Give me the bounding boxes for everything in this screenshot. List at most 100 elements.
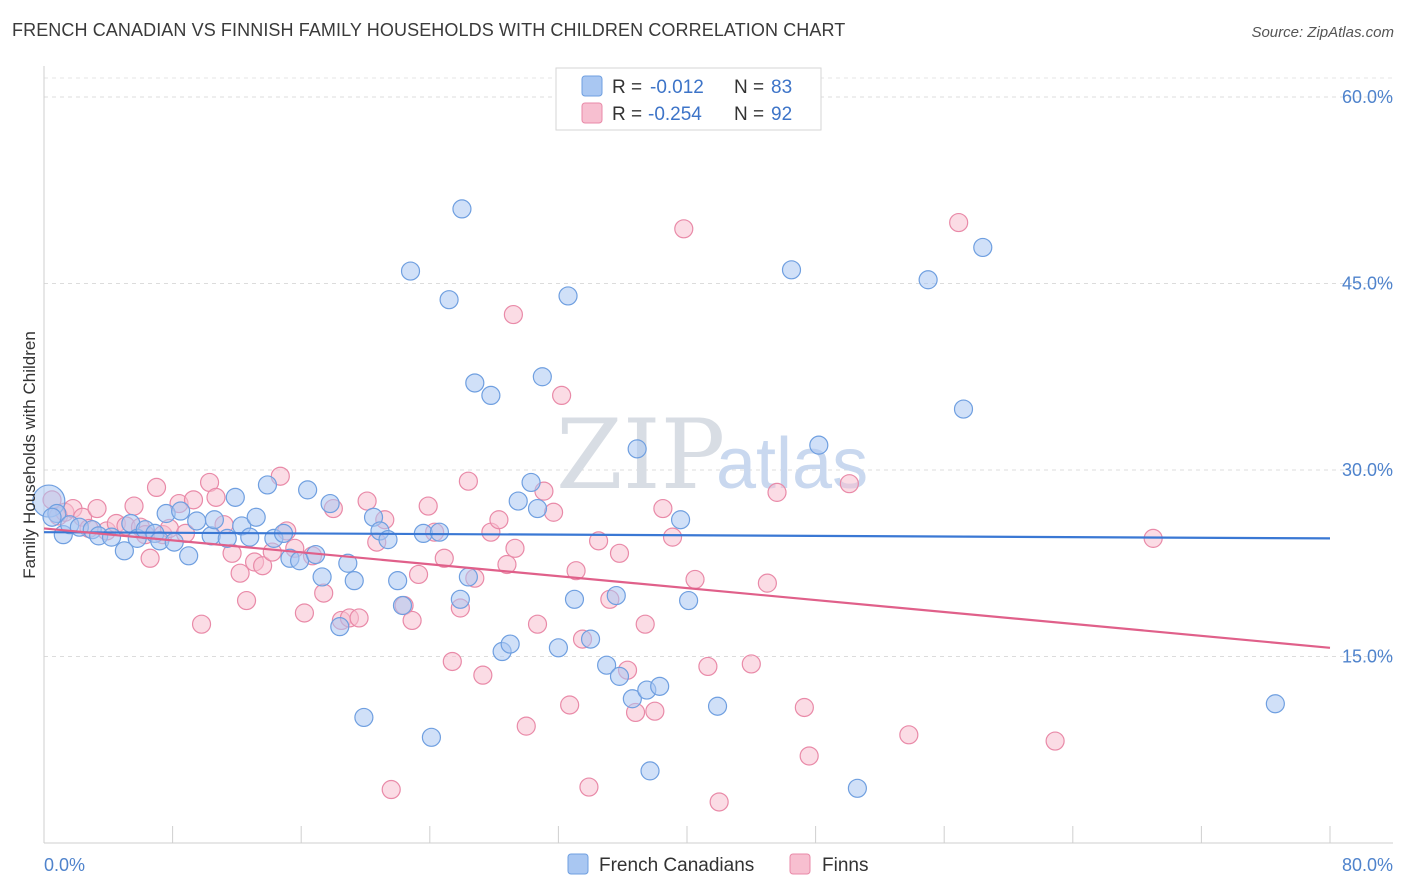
data-points <box>32 199 1285 812</box>
point-french-canadians <box>312 567 332 587</box>
point-french-canadians <box>622 689 642 709</box>
point-french-canadians <box>225 487 245 507</box>
y-tick-label: 45.0% <box>1342 274 1393 294</box>
point-finns <box>839 474 859 494</box>
point-finns <box>146 477 167 498</box>
y-tick-labels: 15.0% 30.0% 45.0% 60.0% <box>1342 87 1393 667</box>
chart-title: FRENCH CANADIAN VS FINNISH FAMILY HOUSEH… <box>12 20 846 40</box>
point-french-canadians <box>508 491 528 511</box>
point-finns <box>527 614 548 634</box>
point-finns <box>408 564 429 585</box>
point-french-canadians <box>400 261 421 281</box>
point-finns <box>183 490 204 510</box>
point-finns <box>794 697 814 718</box>
point-french-canadians <box>580 629 601 649</box>
series-legend: French Canadians Finns <box>567 853 868 876</box>
point-french-canadians <box>429 522 450 542</box>
point-french-canadians <box>527 498 548 519</box>
point-finns <box>402 610 422 631</box>
point-finns <box>741 654 761 674</box>
point-finns <box>566 561 586 581</box>
legend-r-value-1: -0.012 <box>650 77 704 98</box>
point-french-canadians <box>240 527 260 547</box>
legend-swatch-finns <box>581 102 603 124</box>
point-french-canadians <box>548 638 569 658</box>
point-french-canadians <box>521 472 541 493</box>
point-french-canadians <box>500 634 520 654</box>
point-finns <box>124 496 144 516</box>
point-finns <box>314 583 334 603</box>
point-french-canadians <box>201 526 221 546</box>
point-finns <box>635 614 655 634</box>
point-french-canadians <box>606 585 626 606</box>
legend-n-label-2: N = <box>734 104 764 125</box>
point-french-canadians <box>781 260 802 280</box>
series-legend-label-finns: Finns <box>822 855 868 876</box>
point-french-canadians <box>439 290 459 310</box>
point-finns <box>236 590 257 611</box>
point-finns <box>516 716 536 736</box>
point-finns <box>294 603 315 623</box>
point-finns <box>949 212 969 233</box>
point-finns <box>709 792 729 812</box>
point-finns <box>458 471 478 491</box>
point-french-canadians <box>953 399 974 419</box>
point-finns <box>588 531 609 551</box>
point-finns <box>662 527 683 547</box>
point-french-canadians <box>171 501 191 521</box>
point-finns <box>653 498 673 519</box>
legend-swatch-french-canadians <box>581 75 603 97</box>
point-french-canadians <box>338 553 358 573</box>
legend-r-label-2: R = <box>612 104 642 125</box>
point-finns <box>206 487 226 507</box>
point-french-canadians <box>204 510 224 530</box>
point-french-canadians <box>101 527 122 547</box>
point-finns <box>552 385 572 405</box>
point-finns <box>505 538 525 558</box>
point-french-canadians <box>809 435 829 455</box>
point-french-canadians <box>450 589 470 609</box>
point-french-canadians <box>597 655 617 675</box>
legend-n-value-1: 83 <box>771 77 792 98</box>
point-finns <box>473 665 493 685</box>
point-french-canadians <box>627 439 647 459</box>
point-french-canadians <box>465 373 485 393</box>
point-finns <box>381 779 401 800</box>
series-legend-swatch-french-canadians <box>567 853 589 875</box>
point-finns <box>442 651 462 672</box>
point-french-canadians <box>532 367 552 387</box>
point-finns <box>418 496 438 516</box>
watermark: ZIP atlas <box>556 399 868 511</box>
point-finns <box>140 548 160 568</box>
point-french-canadians <box>481 385 501 405</box>
point-french-canadians <box>392 595 413 616</box>
source-label: Source: ZipAtlas.com <box>1251 24 1394 41</box>
point-french-canadians <box>421 727 442 747</box>
point-finns <box>434 548 454 568</box>
point-french-canadians <box>918 270 938 290</box>
point-finns <box>253 556 273 576</box>
point-french-canadians <box>246 507 266 527</box>
point-french-canadians <box>344 571 364 591</box>
point-finns <box>579 777 599 797</box>
point-french-canadians <box>973 237 993 258</box>
point-french-canadians <box>42 507 62 527</box>
point-finns <box>349 608 369 628</box>
point-finns <box>609 543 630 563</box>
point-french-canadians <box>320 493 340 514</box>
y-axis-title: Family Households with Children <box>20 331 39 579</box>
point-french-canadians <box>564 589 585 609</box>
point-french-canadians <box>847 778 867 798</box>
point-finns <box>357 491 377 511</box>
point-french-canadians <box>679 590 699 611</box>
legend-n-label-1: N = <box>734 77 764 98</box>
point-finns <box>1045 731 1065 751</box>
point-french-canadians <box>378 530 398 550</box>
point-french-canadians <box>640 761 660 781</box>
point-french-canadians <box>458 567 478 587</box>
trend-lines <box>43 527 1331 649</box>
point-finns <box>674 219 694 239</box>
y-tick-label: 15.0% <box>1342 647 1393 667</box>
series-legend-label-french-canadians: French Canadians <box>599 855 754 876</box>
